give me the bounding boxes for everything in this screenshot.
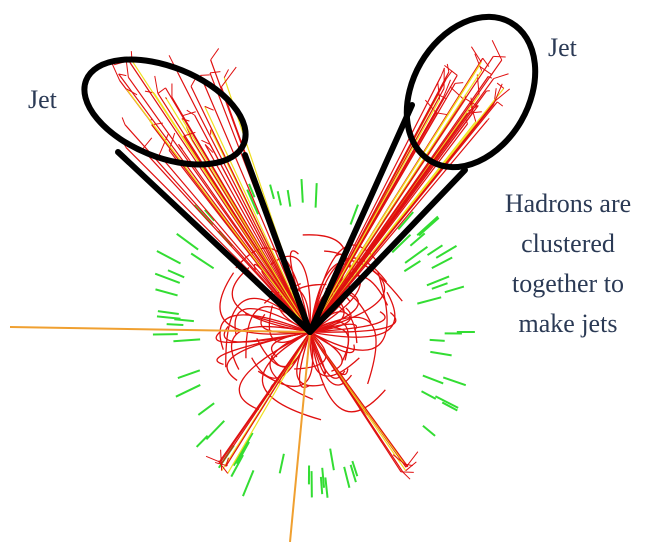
jet-branch: [215, 462, 219, 463]
cone-edge: [310, 170, 465, 332]
calo-hit: [168, 270, 184, 277]
cone-edge: [310, 105, 412, 332]
jet-branch: [444, 65, 457, 75]
calo-hit: [443, 377, 466, 385]
caption-line: Hadrons are: [505, 189, 631, 218]
caption: Hadrons are clustered together to make j…: [505, 189, 631, 338]
jet-branch: [158, 88, 165, 93]
calo-hit: [445, 287, 464, 293]
calo-hit: [174, 319, 194, 321]
calo-hit: [417, 297, 441, 303]
calo-hit: [435, 396, 458, 408]
jet-branch: [224, 69, 228, 77]
calo-hit: [157, 251, 181, 263]
calo-hit: [173, 339, 200, 341]
jet-branch: [493, 56, 505, 57]
jet-branch: [210, 72, 220, 73]
calo-hit: [178, 370, 200, 378]
calo-hit: [243, 470, 254, 496]
jet-track: [126, 89, 310, 332]
calo-hit: [157, 316, 181, 318]
jet-label: Jet: [28, 85, 58, 114]
jet-track: [310, 332, 408, 467]
calo-hit: [316, 183, 317, 207]
calo-hit: [422, 391, 436, 399]
cone-edge: [118, 152, 310, 332]
jet-branch: [487, 118, 489, 120]
calo-hit: [155, 274, 180, 283]
jet-branch: [200, 75, 209, 76]
caption-line: clustered: [521, 229, 615, 258]
tracks: [111, 40, 510, 498]
jet-track: [159, 155, 310, 332]
calo-hit: [330, 449, 334, 471]
cones: [69, 0, 561, 332]
jet-branch: [126, 62, 128, 77]
calo-hit: [191, 253, 213, 268]
calo-hit: [155, 289, 177, 295]
jet-branch: [122, 117, 125, 124]
calo-hit: [270, 185, 274, 199]
calo-hit: [428, 245, 443, 255]
jet-branch: [155, 76, 158, 93]
calo-hit: [419, 218, 439, 236]
jet-branch: [221, 67, 236, 87]
caption-line: together to: [512, 269, 624, 298]
jet-track: [221, 332, 310, 464]
jet-branch: [403, 472, 410, 479]
beam-line: [10, 327, 310, 332]
jet-diagram: Jet Jet Hadrons are clustered together t…: [0, 0, 655, 542]
calo-hit: [158, 311, 179, 314]
calo-hit: [321, 477, 322, 494]
jet-branch: [471, 47, 481, 62]
calo-hit: [325, 477, 327, 497]
calo-hit: [301, 179, 302, 203]
jet-track: [310, 56, 493, 332]
jet-branch: [494, 74, 509, 79]
calo-hit: [430, 352, 451, 356]
calo-hit: [344, 467, 349, 488]
jet-branch: [493, 84, 502, 105]
calo-hit: [288, 190, 291, 207]
calo-hit: [405, 247, 427, 263]
calo-hit: [176, 385, 200, 397]
calo-hit: [198, 403, 214, 415]
jet-branch: [497, 102, 502, 106]
beam-lines: [10, 327, 310, 542]
jet-track: [310, 332, 401, 472]
jet-track: [128, 77, 310, 332]
calo-hit: [167, 324, 184, 325]
jet-label: Jet: [548, 33, 578, 62]
calo-hit: [423, 426, 435, 436]
calo-hit: [177, 234, 198, 250]
jet-branch: [455, 83, 463, 84]
jet-track: [310, 62, 481, 332]
jet-track: [310, 102, 497, 332]
jet-track: [226, 332, 310, 467]
jet-branch: [206, 456, 219, 462]
calo-hit: [280, 454, 284, 473]
calo-hit: [197, 436, 208, 447]
jet-track: [205, 144, 310, 332]
jet-branch: [211, 48, 219, 59]
calo-hit: [278, 191, 281, 205]
calo-hit: [423, 376, 443, 384]
jet-branch: [142, 138, 151, 149]
calo-hit: [432, 283, 448, 289]
calo-hit: [432, 257, 452, 268]
calo-hit: [430, 340, 445, 341]
calo-hit: [206, 421, 224, 439]
caption-line: make jets: [519, 309, 618, 338]
